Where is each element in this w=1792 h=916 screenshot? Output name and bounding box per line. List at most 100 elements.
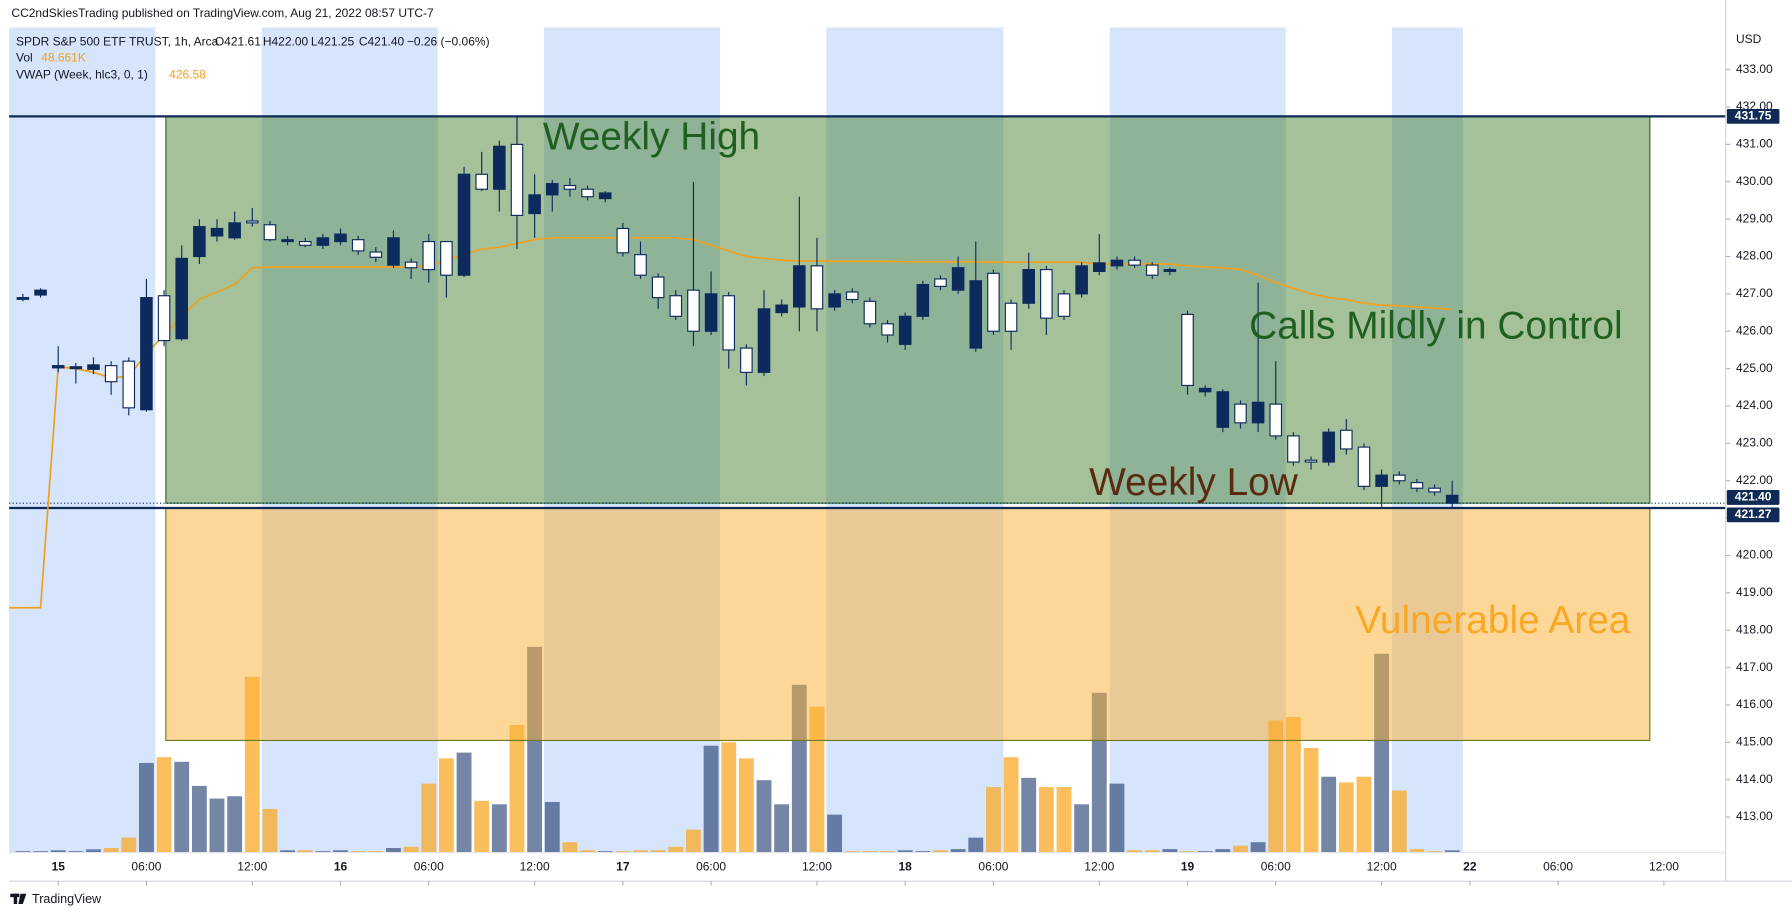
volume-bar xyxy=(544,802,560,853)
volume-bar xyxy=(1391,790,1407,853)
volume-bar xyxy=(103,847,119,853)
candle-body xyxy=(845,291,859,301)
y-tick-label: 433.00 xyxy=(1736,62,1773,76)
y-tick-label: 431.00 xyxy=(1736,137,1773,151)
candle-body xyxy=(34,289,47,296)
candle-body xyxy=(404,261,418,269)
y-tick-label: 420.00 xyxy=(1736,548,1773,562)
volume-bar xyxy=(15,851,31,853)
candle-body xyxy=(281,239,294,243)
volume-bar xyxy=(491,804,507,853)
candle-body xyxy=(1075,265,1088,295)
candle-body xyxy=(757,308,771,373)
candle-body xyxy=(51,365,65,369)
vwap-value: 426.58 xyxy=(169,68,206,82)
candle-body xyxy=(1234,403,1247,424)
volume-bar xyxy=(1109,783,1125,853)
candle-body xyxy=(545,183,559,196)
volume-bar xyxy=(421,783,437,853)
candle-body xyxy=(510,143,524,216)
vwap-line xyxy=(9,236,1453,609)
candle-body xyxy=(634,254,647,276)
candle-body xyxy=(228,222,241,239)
annotation: Calls Mildly in Control xyxy=(1249,304,1622,347)
volume-bar xyxy=(703,745,719,853)
volume-bar xyxy=(1162,849,1178,853)
x-tick-label: 12:00 xyxy=(520,860,550,874)
x-tick-label: 17 xyxy=(616,860,630,874)
volume-bar xyxy=(756,780,772,853)
volume-bar xyxy=(350,851,366,853)
volume-bar xyxy=(738,758,754,853)
volume-bar xyxy=(862,851,878,853)
candle-body xyxy=(598,192,612,200)
candle-body xyxy=(457,173,471,276)
volume-bar xyxy=(827,814,843,853)
volume-bar xyxy=(650,850,666,853)
volume-bar xyxy=(580,850,595,853)
y-tick-label: 425.00 xyxy=(1736,361,1773,375)
candle-layer xyxy=(16,116,1459,509)
candle-body xyxy=(157,295,171,342)
price-badge-label: 421.40 xyxy=(1735,490,1772,504)
candle-body xyxy=(422,240,436,271)
ohlc-change: −0.26 (−0.06%) xyxy=(407,34,490,48)
y-tick-label: 428.00 xyxy=(1736,249,1773,263)
volume-layer xyxy=(15,646,1460,853)
volume-bar xyxy=(1074,804,1090,853)
candle-body xyxy=(810,265,824,310)
volume-bar xyxy=(333,850,348,853)
candle-body xyxy=(16,297,30,300)
candle-body xyxy=(722,295,736,351)
volume-bar xyxy=(86,849,101,853)
y-tick-label: 426.00 xyxy=(1736,323,1773,337)
annotation: Weekly High xyxy=(543,116,760,159)
candle-body xyxy=(651,276,665,299)
x-tick-label: 19 xyxy=(1181,860,1195,874)
candle-body xyxy=(863,300,877,325)
y-tick-label: 416.00 xyxy=(1736,697,1773,711)
candle-body xyxy=(1251,401,1265,424)
volume-bar xyxy=(68,851,84,853)
volume-bar xyxy=(456,752,472,853)
candle-body xyxy=(1128,259,1141,266)
volume-bar xyxy=(1233,845,1248,853)
candle-body xyxy=(1322,431,1335,463)
vwap-name: VWAP (Week, hlc3, 0, 1) xyxy=(16,68,148,82)
logo-part xyxy=(13,893,18,904)
candle-body xyxy=(898,315,912,345)
x-tick-label: 12:00 xyxy=(1649,860,1679,874)
volume-bar xyxy=(280,850,296,853)
candle-body xyxy=(1022,269,1035,304)
candle-body xyxy=(122,360,136,409)
volume-bar xyxy=(615,851,631,853)
volume-bar xyxy=(209,798,225,853)
volume-bar xyxy=(668,846,684,853)
volume-bar xyxy=(933,850,948,853)
price-badge xyxy=(1726,507,1780,523)
zone-layer xyxy=(165,115,1651,742)
candle-body xyxy=(775,304,788,314)
axis-layer: 413.00 414.00 415.00 416.00 417.00 418.00 419.… xyxy=(52,62,1780,886)
candle-body xyxy=(1093,262,1106,273)
volume-bar xyxy=(386,847,401,853)
x-tick-label: 12:00 xyxy=(1084,860,1114,874)
volume-bar xyxy=(1321,776,1337,853)
volume-bar xyxy=(915,851,931,853)
candle-body xyxy=(298,240,312,246)
y-tick-label: 422.00 xyxy=(1736,473,1773,487)
vol-value: 48.661K xyxy=(41,50,86,64)
candle-body xyxy=(193,226,206,258)
candle-body xyxy=(246,220,259,224)
x-tick-label: 06:00 xyxy=(414,860,444,874)
candle-body xyxy=(1110,259,1124,267)
candle-body xyxy=(1216,391,1230,428)
volume-bar xyxy=(1144,850,1160,853)
x-tick-label: 15 xyxy=(52,860,66,874)
x-tick-label: 12:00 xyxy=(1367,860,1397,874)
price-badge-label: 431.75 xyxy=(1735,109,1772,123)
candle-body xyxy=(881,323,894,336)
ohlc-low: L421.25 xyxy=(311,34,355,48)
